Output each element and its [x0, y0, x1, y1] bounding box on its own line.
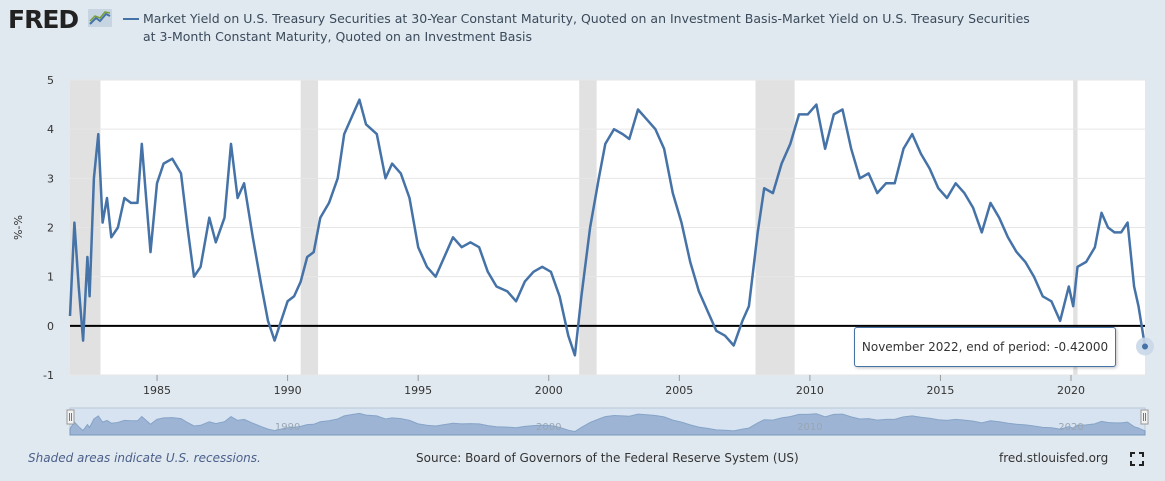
navigator-series [69, 412, 1146, 436]
navigator-tick-label: 1990 [275, 422, 300, 433]
x-tick-label: 2010 [796, 384, 824, 397]
legend-label: Market Yield on U.S. Treasury Securities… [143, 11, 1030, 44]
x-tick-label: 2000 [535, 384, 563, 397]
fred-chart-icon [88, 9, 112, 27]
site-link[interactable]: fred.stlouisfed.org [999, 451, 1109, 465]
y-tick-label: 4 [47, 123, 54, 136]
navigator-handle-left[interactable] [66, 409, 75, 425]
y-tick-label: 3 [47, 172, 54, 185]
y-tick-label: 2 [47, 222, 54, 235]
y-tick-label: 0 [47, 320, 54, 333]
navigator-tick-label: 2000 [536, 422, 561, 433]
y-axis-label: %-% [12, 215, 25, 240]
series-line[interactable] [68, 98, 1147, 357]
fred-logo[interactable]: FRED [8, 5, 79, 34]
y-tick-label: 1 [47, 271, 54, 284]
x-tick-label: 1995 [404, 384, 432, 397]
x-tick-label: 2015 [926, 384, 954, 397]
hover-marker[interactable] [1142, 343, 1148, 350]
x-tick-label: 2020 [1057, 384, 1085, 397]
navigator-tick-label: 2020 [1058, 422, 1083, 433]
y-tick-label: 5 [47, 74, 54, 87]
navigator-handle-right[interactable] [1140, 409, 1149, 425]
source-note: Source: Board of Governors of the Federa… [416, 451, 799, 465]
y-tick-label: -1 [43, 369, 54, 382]
navigator-tick-label: 2010 [797, 422, 822, 433]
x-tick-label: 1990 [274, 384, 302, 397]
data-tooltip: November 2022, end of period: -0.42000 [854, 327, 1116, 367]
legend-swatch [123, 18, 139, 20]
fullscreen-icon[interactable] [1130, 452, 1144, 466]
x-tick-label: 1985 [143, 384, 171, 397]
recession-note: Shaded areas indicate U.S. recessions. [28, 451, 261, 465]
x-tick-label: 2005 [665, 384, 693, 397]
